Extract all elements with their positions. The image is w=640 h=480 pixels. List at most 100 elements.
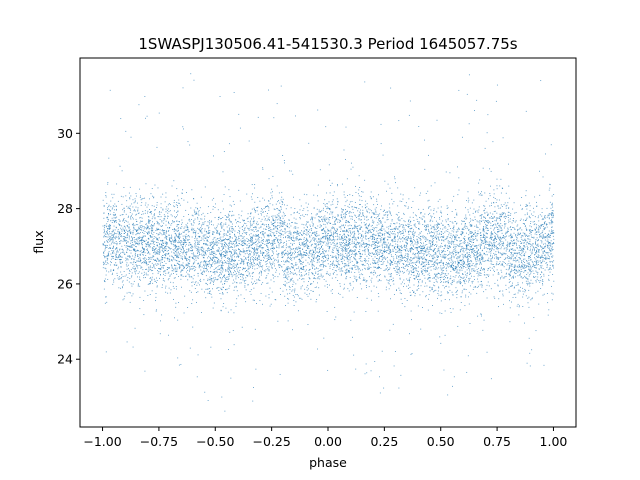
data-point [119,248,121,250]
data-point [290,257,292,259]
data-point [442,224,444,226]
data-point [489,245,491,247]
data-point [224,276,225,278]
data-point [133,227,135,229]
data-point [364,373,366,375]
data-point [204,230,206,232]
data-point [526,229,528,231]
data-point [208,226,210,228]
data-point [270,221,272,223]
data-point [520,227,521,229]
data-point [238,225,239,227]
data-point [183,243,185,245]
data-point [214,259,216,261]
data-point [110,206,112,208]
data-point [236,222,237,224]
data-point [280,218,281,220]
data-point [415,261,417,263]
data-point [339,238,341,240]
data-point [414,254,416,256]
data-point [160,225,162,227]
data-point [542,294,544,296]
data-point [426,269,428,271]
data-point [208,229,210,231]
data-point [376,230,378,232]
data-point [416,241,418,243]
data-point [521,266,523,268]
data-point [116,247,117,249]
data-point [484,247,486,249]
data-point [127,241,129,243]
data-point [493,216,495,217]
data-point [499,215,501,217]
data-point [195,266,197,268]
data-point [162,254,164,256]
data-point [389,263,391,265]
data-point [551,232,553,234]
data-point [468,256,470,257]
data-point [300,251,301,253]
data-point [452,262,454,264]
data-point [537,215,539,217]
data-point [290,238,292,240]
data-point [540,256,541,258]
data-point [156,242,157,243]
data-point [497,272,499,273]
data-point [387,267,389,269]
data-point [392,261,393,263]
data-point [246,274,247,276]
data-point [427,251,429,253]
data-point [170,289,172,291]
data-point [519,270,520,271]
data-point [538,268,540,270]
data-point [321,269,323,271]
data-point [206,288,208,290]
data-point [114,217,116,219]
data-point [552,255,554,257]
data-point [513,242,515,244]
data-point [107,182,109,183]
data-point [241,226,243,228]
data-point [321,241,323,243]
data-point [107,233,109,235]
data-point [428,266,430,268]
data-point [212,231,214,232]
data-point [498,225,500,227]
data-point [312,267,313,269]
data-point [109,236,111,238]
data-point [226,258,228,259]
data-point [366,372,368,374]
data-point [356,226,358,227]
data-point [350,212,352,214]
data-point [462,265,464,267]
data-point [186,192,187,193]
data-point [255,238,257,240]
data-point [325,260,326,262]
data-point [539,281,541,283]
data-point [445,285,447,287]
data-point [262,211,264,213]
data-point [124,239,126,241]
data-point [460,302,462,303]
data-point [501,213,503,215]
data-point [459,260,461,262]
data-point [430,269,432,271]
data-point [234,230,236,232]
data-point [497,284,499,286]
data-point [194,245,196,247]
data-point [418,221,420,223]
data-point [350,249,352,250]
data-point [295,272,297,274]
data-point [166,241,167,243]
data-point [353,234,355,236]
data-point [551,249,553,251]
data-point [250,244,252,246]
data-point [122,240,124,242]
data-point [378,280,380,281]
data-point [247,246,249,248]
data-point [438,253,440,255]
data-point [446,265,448,267]
data-point [502,252,504,254]
data-point [128,238,130,240]
data-point [317,216,319,218]
